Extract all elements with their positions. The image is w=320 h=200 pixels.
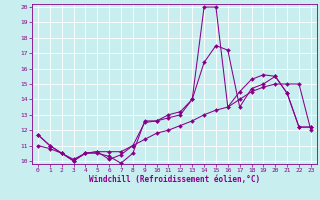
X-axis label: Windchill (Refroidissement éolien,°C): Windchill (Refroidissement éolien,°C) xyxy=(89,175,260,184)
